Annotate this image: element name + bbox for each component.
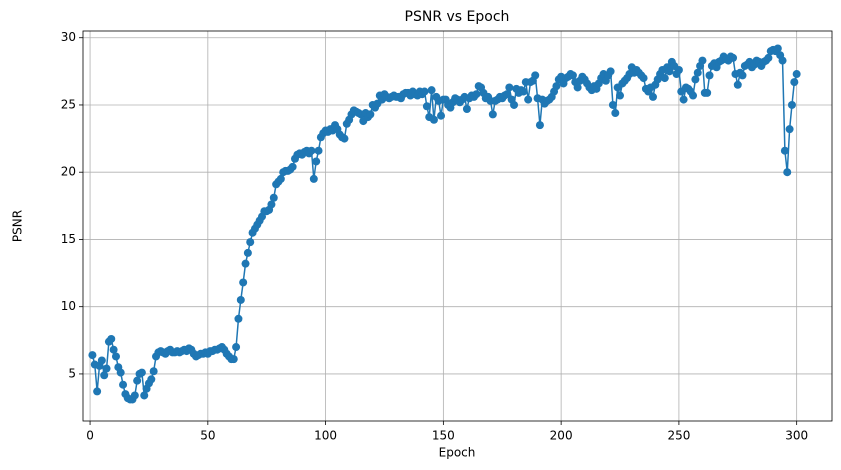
data-point [573, 83, 582, 92]
data-point [535, 121, 544, 130]
data-point [783, 168, 792, 177]
data-point [422, 102, 431, 111]
x-tick-label: 250 [667, 429, 690, 443]
x-axis-label: Epoch [439, 446, 476, 460]
data-point [524, 95, 533, 104]
data-point [288, 162, 297, 171]
data-point [93, 387, 102, 396]
data-point [243, 248, 252, 257]
data-point [787, 100, 796, 109]
data-point [130, 391, 139, 400]
x-tick-label: 0 [86, 429, 94, 443]
data-point [608, 100, 617, 109]
x-tick-label: 200 [550, 429, 573, 443]
data-point [531, 71, 540, 80]
data-point [241, 259, 250, 268]
data-point [674, 66, 683, 74]
data-point [660, 74, 669, 83]
data-point [606, 67, 615, 76]
y-axis-label: PSNR [11, 210, 25, 242]
data-point [309, 174, 318, 183]
data-point [665, 67, 674, 76]
data-point [505, 83, 514, 92]
data-point [693, 68, 702, 77]
data-point [611, 109, 620, 118]
data-point [639, 74, 648, 83]
x-tick-label: 100 [314, 429, 337, 443]
data-point [648, 92, 657, 101]
data-point [97, 356, 106, 365]
data-point [314, 146, 323, 155]
data-point [147, 375, 156, 384]
data-point [119, 380, 128, 389]
data-point [420, 87, 429, 96]
data-point [778, 56, 787, 65]
data-point [340, 134, 349, 143]
data-point [232, 343, 241, 352]
data-point [229, 355, 238, 364]
data-point [111, 352, 120, 361]
data-point [88, 351, 97, 360]
y-tick-label: 15 [61, 232, 76, 246]
y-tick-label: 30 [61, 30, 76, 44]
data-point [519, 87, 528, 96]
x-tick-label: 300 [785, 429, 808, 443]
data-point [107, 334, 116, 343]
data-point [705, 71, 714, 80]
data-point [109, 345, 118, 354]
chart-title: PSNR vs Epoch [405, 9, 510, 25]
data-point [137, 368, 146, 377]
data-point [568, 71, 577, 80]
x-tick-label: 150 [432, 429, 455, 443]
data-point [307, 146, 316, 155]
y-tick-label: 25 [61, 97, 76, 111]
plot-frame [82, 30, 833, 422]
data-point [790, 78, 799, 87]
data-point [773, 44, 782, 53]
data-point [234, 314, 243, 323]
y-tick-label: 20 [61, 165, 76, 179]
data-point [691, 75, 700, 84]
data-point [276, 174, 285, 183]
data-point [764, 53, 773, 62]
data-point [792, 70, 801, 79]
data-point [729, 53, 738, 62]
data-point [689, 91, 698, 100]
data-point [100, 371, 109, 380]
data-point [679, 95, 688, 104]
data-point [133, 376, 142, 385]
data-point [502, 90, 511, 99]
data-point [510, 100, 519, 109]
data-point [552, 82, 561, 91]
data-point [616, 91, 625, 100]
data-point [239, 278, 248, 287]
data-point [427, 86, 436, 95]
data-point [437, 111, 446, 120]
data-point [733, 80, 742, 89]
data-point [738, 71, 747, 80]
data-point [780, 146, 789, 155]
data-point [366, 110, 375, 119]
data-point [267, 200, 276, 209]
data-point [488, 110, 497, 119]
data-point [102, 364, 111, 373]
data-point [703, 88, 712, 97]
x-tick-label: 50 [200, 429, 215, 443]
data-point [246, 238, 255, 247]
data-point [140, 391, 149, 400]
data-point [429, 115, 438, 124]
data-point [236, 295, 245, 304]
data-point [462, 105, 471, 113]
y-tick-label: 10 [61, 299, 76, 313]
data-point [269, 193, 278, 202]
data-point [698, 56, 707, 65]
data-point [116, 368, 125, 377]
data-point [312, 157, 321, 166]
data-point [785, 125, 794, 134]
data-point [149, 367, 158, 376]
y-tick-label: 5 [68, 366, 76, 380]
data-point [472, 90, 481, 99]
